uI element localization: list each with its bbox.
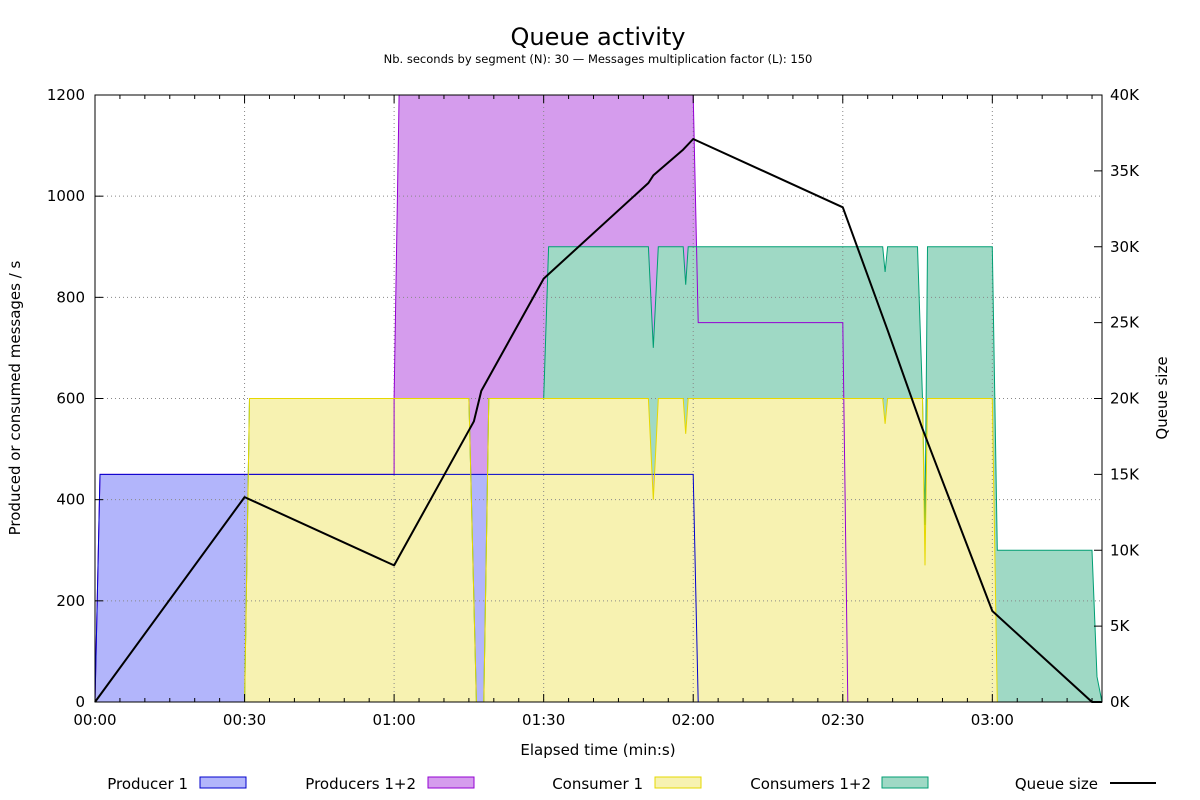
y2-tick-label: 35K xyxy=(1110,162,1140,180)
x-tick-label: 00:30 xyxy=(223,711,266,729)
y-axis-label: Produced or consumed messages / s xyxy=(6,260,24,535)
x-tick-label: 02:30 xyxy=(821,711,864,729)
x-tick-label: 00:00 xyxy=(73,711,116,729)
legend-item-queue-size: Queue size xyxy=(1015,775,1156,793)
legend-label: Producers 1+2 xyxy=(305,775,416,793)
y2-tick-label: 0K xyxy=(1110,693,1131,711)
x-axis-label: Elapsed time (min:s) xyxy=(520,741,675,759)
x-tick-label: 01:00 xyxy=(372,711,415,729)
series-line-queue-size xyxy=(94,138,1102,703)
legend-swatch xyxy=(427,776,475,789)
legend-swatch xyxy=(881,776,929,789)
y2-tick-label: 10K xyxy=(1110,541,1140,559)
chart-title: Queue activity xyxy=(511,23,686,51)
legend-label: Producer 1 xyxy=(107,775,188,793)
legend-item-consumers-1-2: Consumers 1+2 xyxy=(750,775,929,793)
y-tick-label: 1200 xyxy=(47,86,85,104)
chart-subtitle: Nb. seconds by segment (N): 30 — Message… xyxy=(384,52,813,66)
y2-axis-label: Queue size xyxy=(1153,356,1171,439)
y2-tick-label: 25K xyxy=(1110,314,1140,332)
y-tick-label: 1000 xyxy=(47,187,85,205)
legend-label: Consumer 1 xyxy=(552,775,643,793)
series-outline-consumer-1 xyxy=(95,398,998,703)
legend-swatch xyxy=(654,776,702,789)
y-tick-label: 800 xyxy=(56,288,85,306)
y2-tick-label: 5K xyxy=(1110,617,1131,635)
y-tick-label: 200 xyxy=(56,592,85,610)
legend-swatch xyxy=(199,776,247,789)
axes: 00:00 00:30 01:00 01:30 02:00 02:30 03:00 0 200 4… xyxy=(47,86,1140,729)
legend-item-producers-1-2: Producers 1+2 xyxy=(305,775,475,793)
legend-item-producer-1: Producer 1 xyxy=(107,775,247,793)
y2-tick-label: 15K xyxy=(1110,465,1140,483)
y2-tick-label: 20K xyxy=(1110,390,1140,408)
y2-tick-label: 30K xyxy=(1110,238,1140,256)
legend-label: Queue size xyxy=(1015,775,1098,793)
y-tick-label: 400 xyxy=(56,491,85,509)
y2-tick-label: 40K xyxy=(1110,86,1140,104)
x-tick-label: 02:00 xyxy=(672,711,715,729)
legend-item-consumer-1: Consumer 1 xyxy=(552,775,702,793)
y-tick-label: 600 xyxy=(56,390,85,408)
x-tick-label: 01:30 xyxy=(522,711,565,729)
x-tick-label: 03:00 xyxy=(971,711,1014,729)
series-outline-producer-1 xyxy=(94,473,699,703)
legend: Producer 1 Producers 1+2 Consumer 1 Consume… xyxy=(107,775,1156,793)
legend-label: Consumers 1+2 xyxy=(750,775,871,793)
y-tick-label: 0 xyxy=(75,693,85,711)
